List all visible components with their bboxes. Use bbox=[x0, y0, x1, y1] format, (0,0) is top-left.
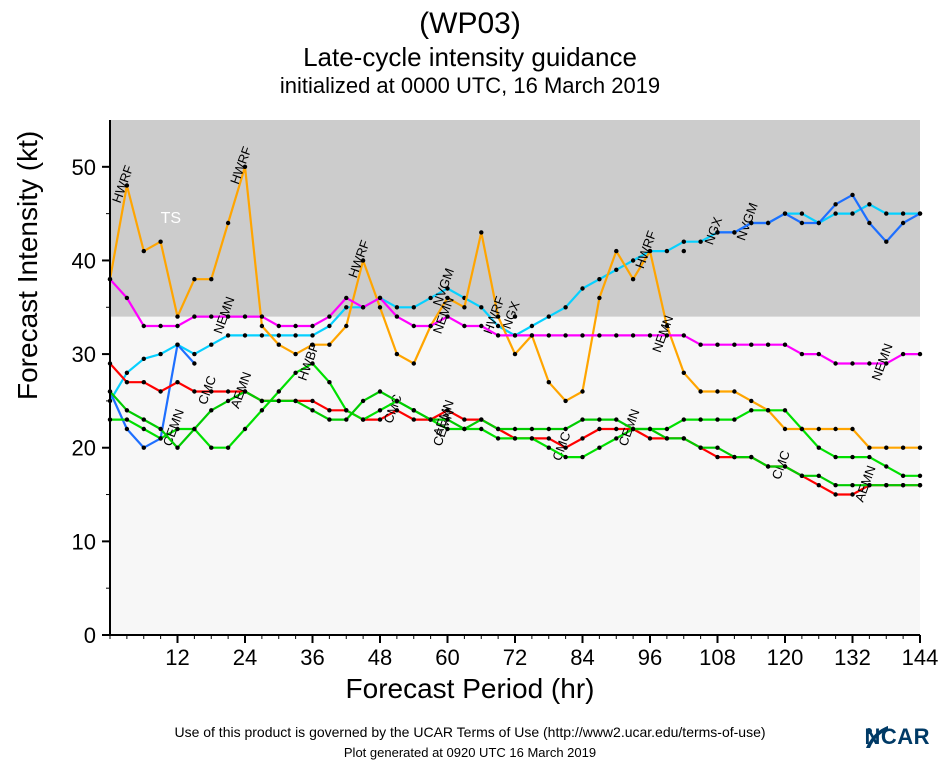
ytick-label: 50 bbox=[72, 155, 96, 180]
xtick-label: 72 bbox=[503, 645, 527, 670]
xtick-label: 84 bbox=[570, 645, 594, 670]
ytick-label: 30 bbox=[72, 342, 96, 367]
xtick-label: 12 bbox=[165, 645, 189, 670]
xtick-label: 132 bbox=[834, 645, 871, 670]
xtick-label: 96 bbox=[638, 645, 662, 670]
xtick-label: 48 bbox=[368, 645, 392, 670]
xtick-label: 120 bbox=[767, 645, 804, 670]
xtick-label: 24 bbox=[233, 645, 257, 670]
xtick-label: 36 bbox=[300, 645, 324, 670]
ytick-label: 10 bbox=[72, 529, 96, 554]
xtick-label: 60 bbox=[435, 645, 459, 670]
ytick-label: 20 bbox=[72, 436, 96, 461]
intensity-chart: NVGMNVGMNGXNGXHWRFHWRFHWRFHWRFHWRFNEMNNE… bbox=[0, 0, 940, 780]
ytick-label: 0 bbox=[84, 623, 96, 648]
ts-threshold-label: TS bbox=[161, 210, 181, 227]
ytick-label: 40 bbox=[72, 248, 96, 273]
xtick-label: 108 bbox=[699, 645, 736, 670]
xtick-label: 144 bbox=[902, 645, 939, 670]
